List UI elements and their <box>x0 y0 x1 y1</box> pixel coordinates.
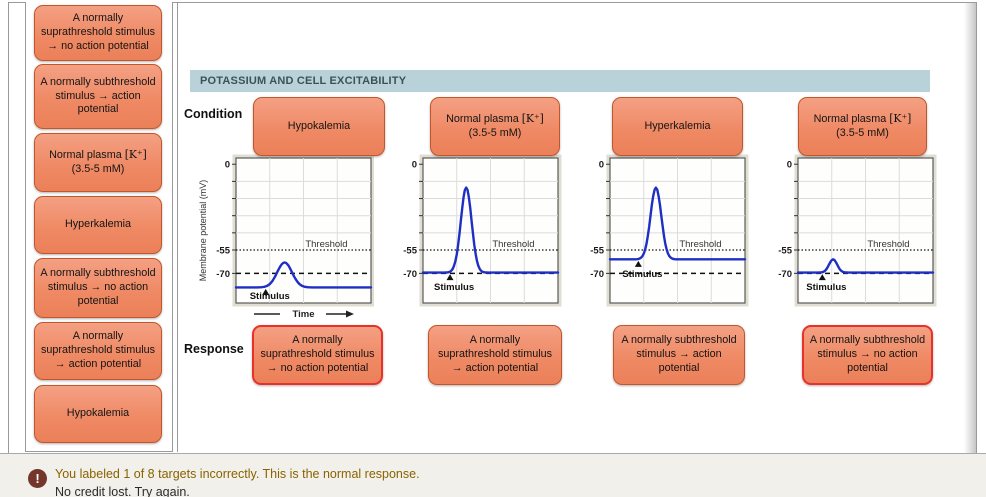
condition-drop-target[interactable]: Normal plasma [K⁺] (3.5-5 mM) <box>798 97 927 156</box>
svg-text:-70: -70 <box>216 269 230 280</box>
svg-text:Stimulus: Stimulus <box>250 291 290 302</box>
svg-text:-55: -55 <box>403 245 417 256</box>
feedback-message: You labeled 1 of 8 targets incorrectly. … <box>55 467 420 481</box>
svg-text:Stimulus: Stimulus <box>806 282 846 293</box>
svg-text:-55: -55 <box>590 245 604 256</box>
drag-tile-label: A normally suprathreshold stimulus → no … <box>40 12 156 52</box>
response-label: A normally subthreshold stimulus → actio… <box>621 334 737 374</box>
response-drop-target-incorrect[interactable]: A normally suprathreshold stimulus → no … <box>252 325 383 385</box>
response-label: A normally subthreshold stimulus → no ac… <box>809 334 926 374</box>
svg-text:-70: -70 <box>590 269 604 280</box>
svg-text:-70: -70 <box>778 269 792 280</box>
drag-tile[interactable]: Hyperkalemia <box>34 196 162 254</box>
membrane-potential-chart: 0 -55 -70 Threshold Stimulus <box>403 154 562 307</box>
frame-left-border <box>8 2 9 453</box>
svg-text:Stimulus: Stimulus <box>622 269 662 280</box>
condition-drop-target[interactable]: Normal plasma [K⁺] (3.5-5 mM) <box>430 97 560 156</box>
condition-drop-target[interactable]: Hypokalemia <box>253 97 385 156</box>
condition-label: Hyperkalemia <box>644 119 711 132</box>
svg-text:Threshold: Threshold <box>679 239 721 250</box>
feedback-bar: ! You labeled 1 of 8 targets incorrectly… <box>0 453 986 497</box>
feedback-note: No credit lost. Try again. <box>55 485 190 497</box>
condition-drop-target[interactable]: Hyperkalemia <box>612 97 743 156</box>
drag-tile-label: A normally subthreshold stimulus → actio… <box>40 75 156 116</box>
activity-banner-title: POTASSIUM AND CELL EXCITABILITY <box>200 75 407 87</box>
svg-text:Threshold: Threshold <box>305 239 347 250</box>
svg-text:-55: -55 <box>216 245 230 256</box>
drag-tile[interactable]: Normal plasma [K⁺] (3.5-5 mM) <box>34 133 162 192</box>
condition-row-label: Condition <box>184 107 243 121</box>
response-drop-target[interactable]: A normally subthreshold stimulus → actio… <box>613 325 745 385</box>
response-row-label: Response <box>184 342 244 356</box>
drag-tile-label: Hypokalemia <box>66 407 130 420</box>
frame-top-border <box>8 2 977 3</box>
activity-banner: POTASSIUM AND CELL EXCITABILITY <box>190 70 930 92</box>
frame-right-border <box>976 2 977 453</box>
svg-text:Threshold: Threshold <box>492 239 534 250</box>
drag-tile-label: Normal plasma [K⁺] (3.5-5 mM) <box>49 148 147 175</box>
svg-text:0: 0 <box>787 160 792 171</box>
drag-tile[interactable]: Hypokalemia <box>34 385 162 443</box>
svg-text:Stimulus: Stimulus <box>434 282 474 293</box>
condition-label: Normal plasma [K⁺] (3.5-5 mM) <box>446 112 544 139</box>
drag-tile[interactable]: A normally subthreshold stimulus → actio… <box>34 64 162 129</box>
drag-tile-label: Hyperkalemia <box>64 218 131 231</box>
membrane-potential-chart: 0 -55 -70 Threshold Stimulus Membrane potenti… <box>198 154 374 320</box>
response-label: A normally suprathreshold stimulus → no … <box>260 334 375 374</box>
svg-text:0: 0 <box>412 160 417 171</box>
membrane-potential-chart: 0 -55 -70 Threshold Stimulus <box>778 154 937 307</box>
svg-text:Time: Time <box>292 309 314 320</box>
response-drop-target[interactable]: A normally suprathreshold stimulus → act… <box>428 325 562 385</box>
response-label: A normally suprathreshold stimulus → act… <box>437 334 553 374</box>
condition-label: Hypokalemia <box>287 119 351 132</box>
main-panel-divider <box>177 2 178 452</box>
svg-text:0: 0 <box>599 160 604 171</box>
membrane-potential-chart: 0 -55 -70 Threshold Stimulus <box>590 154 749 307</box>
svg-text:-70: -70 <box>403 269 417 280</box>
svg-text:Threshold: Threshold <box>867 239 909 250</box>
response-drop-target-incorrect[interactable]: A normally subthreshold stimulus → no ac… <box>802 325 933 385</box>
svg-text:0: 0 <box>225 160 230 171</box>
drag-tile[interactable]: A normally suprathreshold stimulus → act… <box>34 322 162 380</box>
drag-tile[interactable]: A normally suprathreshold stimulus → no … <box>34 5 162 61</box>
condition-label: Normal plasma [K⁺] (3.5-5 mM) <box>813 112 912 139</box>
exclamation-icon: ! <box>28 469 47 488</box>
svg-text:-55: -55 <box>778 245 792 256</box>
drag-tile-label: A normally suprathreshold stimulus → act… <box>40 330 156 370</box>
frame-right-shadow <box>964 3 976 453</box>
svg-text:Membrane potential (mV): Membrane potential (mV) <box>198 180 208 282</box>
drag-tile-label: A normally subthreshold stimulus → no ac… <box>40 267 156 307</box>
drag-tile[interactable]: A normally subthreshold stimulus → no ac… <box>34 258 162 318</box>
